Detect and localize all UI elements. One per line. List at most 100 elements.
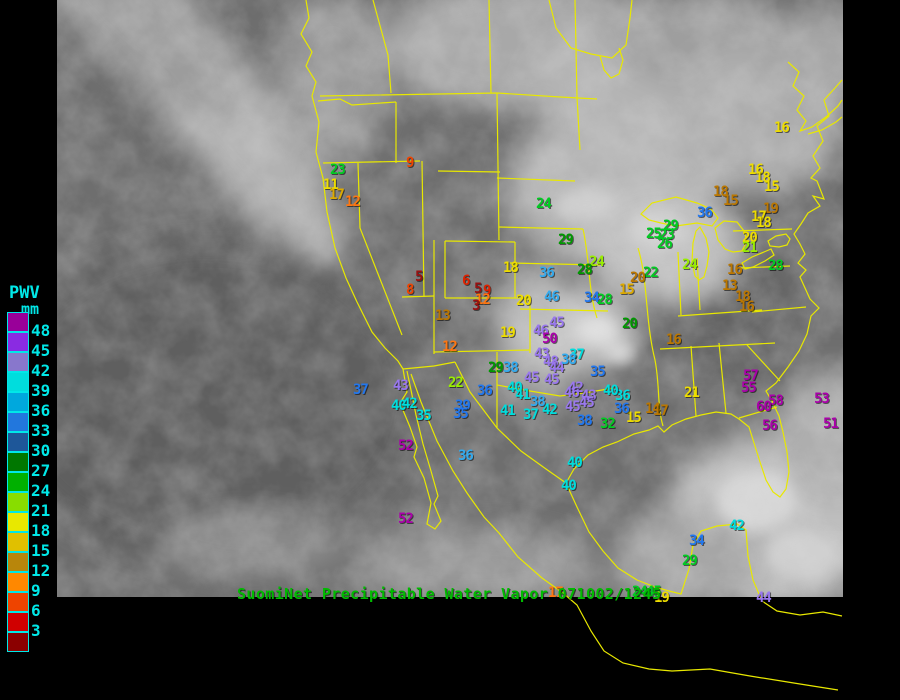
station-value: 19 [500,325,516,341]
station-value: 53 [814,391,830,407]
station-value: 6 [462,273,471,289]
legend-swatch-6 [7,432,29,452]
legend-label-21: 21 [31,501,51,520]
station-value: 13 [435,308,451,324]
station-value: 9 [406,155,415,171]
pwv-legend: PWV mm 48 45 42 39 36 33 30 27 24 21 18 15 12 9 6 3 [0,0,57,700]
station-value: 36 [614,401,630,417]
legend-label-30: 30 [31,441,51,460]
station-value: 16 [774,120,790,136]
station-value: 52 [398,511,414,527]
station-value: 43 [393,378,409,394]
station-value: 22 [448,375,464,391]
legend-label-3: 3 [31,621,41,640]
station-value: 17 [329,187,345,203]
station-value: 44 [756,590,772,606]
station-value: 35 [453,406,469,422]
station-value: 28 [577,262,593,278]
station-value: 26 [657,236,673,252]
legend-swatch-12 [7,552,29,572]
station-value: 29 [682,553,698,569]
station-value: 55 [741,380,757,396]
station-value: 12 [475,292,491,308]
station-value: 9 [483,283,492,299]
timestamp: 071002/1245 [557,585,662,603]
legend-swatch-3 [7,372,29,392]
station-value: 32 [600,416,616,432]
legend-swatch-15 [7,612,29,632]
station-value: 17 [653,403,669,419]
legend-swatch-7 [7,452,29,472]
station-value: 20 [630,270,646,286]
station-value: 35 [590,364,606,380]
legend-swatch-0 [7,312,29,332]
product-name: SuomiNet Precipitable Water Vapor [237,585,549,603]
station-value: 41 [500,403,516,419]
legend-swatch-14 [7,592,29,612]
station-value: 51 [823,416,839,432]
station-value: 12 [345,194,361,210]
legend-label-27: 27 [31,461,51,480]
station-value: 15 [764,179,780,195]
station-value: 42 [729,518,745,534]
legend-swatch-2 [7,352,29,372]
station-value: 22 [643,265,659,281]
legend-swatch-4 [7,392,29,412]
station-value: 20 [516,293,532,309]
station-value: 45 [549,315,565,331]
station-value: 38 [503,360,519,376]
station-value: 40 [603,383,619,399]
station-value: 40 [561,478,577,494]
legend-swatch-10 [7,512,29,532]
station-value: 34 [689,533,705,549]
station-value: 21 [742,240,758,256]
station-value: 16 [739,299,755,315]
image-title: SuomiNet Precipitable Water Vapor 071002… [237,585,661,603]
legend-swatch-13 [7,572,29,592]
legend-label-36: 36 [31,401,51,420]
station-value: 36 [477,383,493,399]
station-value: 45 [565,399,581,415]
station-value: 12 [442,339,458,355]
station-value: 45 [524,370,540,386]
legend-label-48: 48 [31,321,51,340]
station-value: 21 [684,385,700,401]
station-value: 42 [402,396,418,412]
station-value: 24 [682,257,698,273]
legend-swatch-1 [7,332,29,352]
station-value: 36 [539,265,555,281]
station-value: 29 [488,360,504,376]
station-value: 35 [416,408,432,424]
station-value: 16 [666,332,682,348]
station-value: 45 [579,395,595,411]
legend-label-18: 18 [31,521,51,540]
station-value: 20 [622,316,638,332]
legend-title: PWV [9,283,40,303]
legend-swatch-8 [7,472,29,492]
legend-swatch-9 [7,492,29,512]
legend-label-33: 33 [31,421,51,440]
station-value: 16 [727,262,743,278]
legend-swatch-16 [7,632,29,652]
station-value: 23 [330,162,346,178]
station-value: 41 [515,387,531,403]
station-value: 45 [544,372,560,388]
legend-label-45: 45 [31,341,51,360]
station-value: 15 [723,193,739,209]
station-value: 24 [536,196,552,212]
station-value: 46 [533,323,549,339]
station-value: 5 [415,269,424,285]
station-value: 28 [768,258,784,274]
legend-swatch-5 [7,412,29,432]
station-value: 60 [756,399,772,415]
legend-label-6: 6 [31,601,41,620]
station-value: 37 [523,407,539,423]
legend-label-9: 9 [31,581,41,600]
station-value: 52 [398,438,414,454]
station-value: 46 [564,385,580,401]
station-value: 8 [406,282,415,298]
legend-label-39: 39 [31,381,51,400]
station-value: 18 [756,215,772,231]
station-value: 40 [567,455,583,471]
